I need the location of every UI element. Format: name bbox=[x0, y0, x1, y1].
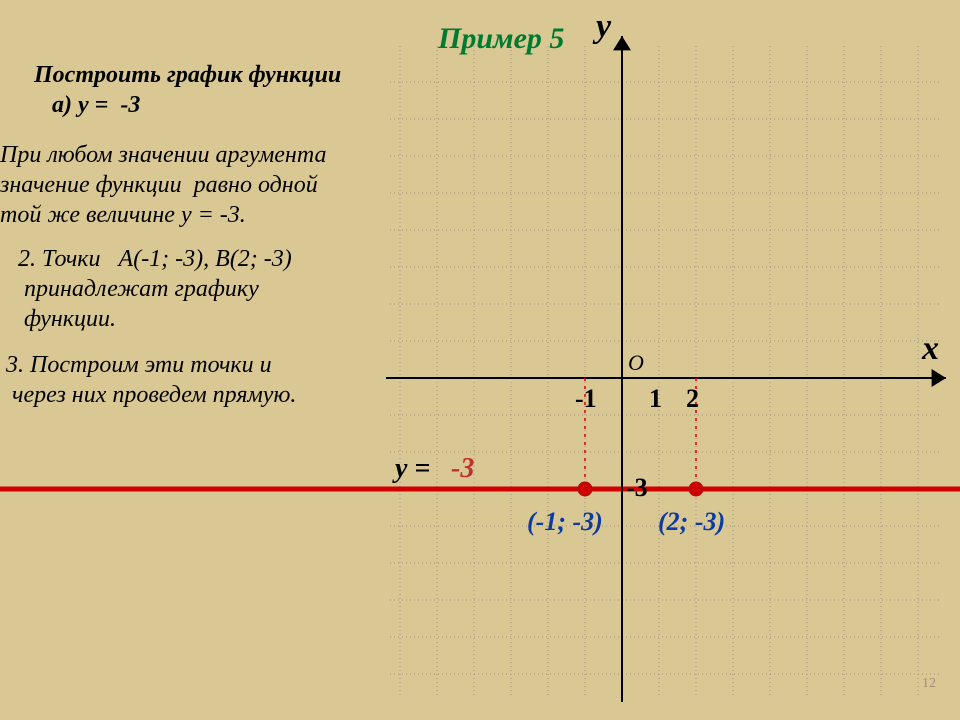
y-axis-label: y bbox=[596, 8, 611, 46]
coordinate-chart bbox=[0, 0, 960, 720]
slide-root: Пример 5Построить график функцииа) у = -… bbox=[0, 0, 960, 720]
x-axis-arrow bbox=[932, 369, 946, 387]
x-tick-label: 2 bbox=[686, 384, 699, 414]
point-label: (2; -3) bbox=[658, 507, 725, 537]
y-axis-arrow bbox=[613, 36, 631, 50]
origin-label: O bbox=[628, 350, 644, 376]
y-tick-label: -3 bbox=[626, 473, 648, 503]
point-label: (-1; -3) bbox=[527, 507, 603, 537]
plot-point bbox=[689, 482, 703, 496]
x-axis-label: x bbox=[922, 330, 939, 368]
x-tick-label: 1 bbox=[649, 384, 662, 414]
plot-point bbox=[578, 482, 592, 496]
function-label-value: -3 bbox=[451, 453, 474, 485]
function-label-prefix: у = bbox=[395, 453, 437, 485]
x-tick-label: -1 bbox=[575, 384, 597, 414]
